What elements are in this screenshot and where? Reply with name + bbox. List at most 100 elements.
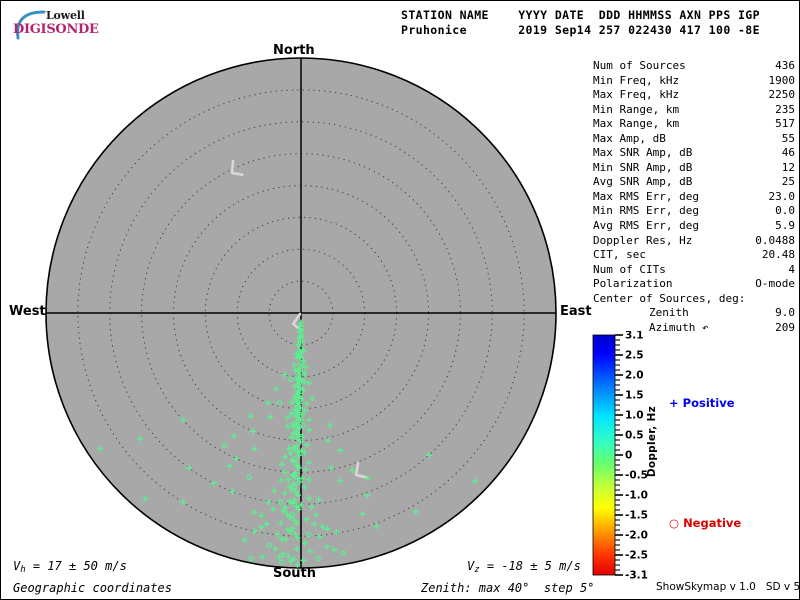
header-value-yyyy: 2019 [518,23,548,37]
source-marker-positive [179,499,186,506]
source-marker-positive [265,399,272,406]
source-marker-positive [291,497,298,504]
source-marker-positive [294,492,301,499]
source-marker-positive [291,383,298,390]
colorbar-tick-label: 1.0 [625,410,644,422]
param-key: Max Freq, kHz [593,88,680,102]
polar-skymap-plot[interactable] [1,41,581,586]
source-marker-positive [298,377,305,384]
source-marker-positive [288,410,295,417]
compass-label-south: South [273,566,317,581]
center-zenith-row: Zenith 9.0 [593,306,795,321]
source-marker-positive [301,484,308,490]
source-marker-positive [298,319,305,326]
colorbar-tick-label: -1.0 [625,490,648,502]
source-marker-positive [293,443,300,450]
source-marker-positive [288,434,295,441]
source-marker-positive [291,361,298,368]
source-marker-positive [364,492,371,499]
source-marker-positive [137,435,144,442]
source-marker-negative [221,442,228,449]
colorbar-tick-label: -2.5 [625,550,648,562]
header-label-ddd: DDD [598,8,621,22]
center-zenith-label: Zenith [649,306,689,320]
source-marker-positive [337,477,344,484]
source-marker-positive [309,395,316,402]
source-marker-positive [305,459,312,466]
source-marker-positive [307,548,314,555]
lowell-digisonde-logo: Lowell DIGISONDE [11,7,111,43]
source-marker-positive [295,374,302,381]
vz-subscript: z [474,565,480,575]
source-marker-positive [276,553,283,560]
source-marker-positive [298,411,305,418]
source-marker-positive [229,488,236,495]
header-value-pps: 100 [708,23,731,37]
source-marker-positive [299,433,306,440]
source-marker-positive [278,461,285,468]
legend-positive-label: Positive [682,396,735,410]
source-marker-positive [299,338,306,345]
source-marker-positive [97,445,104,452]
source-marker-positive [280,550,287,557]
parameter-table: Num of Sources 436 Min Freq, kHz 1900 Max Fr… [593,59,795,335]
source-marker-positive [298,501,305,508]
vz-value: = -18 ± 5 m/s [479,559,581,573]
source-marker-positive [359,511,366,518]
param-value: 46 [781,146,795,160]
source-marker-positive [291,406,298,413]
source-marker-positive [306,476,313,483]
source-marker-positive [282,536,289,543]
param-row: Min SNR Amp, dB 12 [593,161,795,176]
param-key: Doppler Res, Hz [593,233,693,247]
source-marker-positive [284,414,291,421]
source-marker-negative [293,456,299,462]
colorbar-tick-label: 0 [625,450,632,462]
source-marker-positive [296,371,303,378]
source-marker-positive [293,489,299,496]
source-marker-positive [331,546,338,553]
vh-symbol: V [13,559,21,573]
center-zenith-value: 9.0 [775,306,795,320]
source-marker-positive [305,379,312,386]
source-marker-positive [303,400,310,407]
colorbar-tick-label: -1.5 [625,510,648,522]
source-marker-positive [241,537,248,544]
source-points [97,319,479,568]
compass-label-west: West [9,304,46,319]
source-marker-negative [278,499,284,505]
source-marker-positive [211,480,218,487]
param-value: 1900 [768,73,796,87]
param-row: Max Freq, kHz 2250 [593,88,795,103]
source-marker-positive [282,504,289,511]
center-azimuth-value: 209 [775,320,795,334]
source-marker-positive [294,448,301,455]
header-values: Pruhonice 2019 Sep14 257 022430 417 100 … [401,23,760,37]
param-row: Avg RMS Err, deg 5.9 [593,219,795,234]
source-marker-positive [290,555,297,562]
center-of-sources-heading: Center of Sources, deg: [593,291,746,305]
legend-positive-symbol: + [669,396,679,410]
source-marker-positive [289,525,296,532]
source-marker-positive [142,495,149,502]
param-key: Min Freq, kHz [593,73,680,87]
header-value-igp: -8E [737,23,760,37]
source-marker-positive [247,413,254,420]
source-marker-positive [278,477,285,484]
param-row: Max Range, km 517 [593,117,795,132]
param-key: Polarization [593,277,673,291]
param-row: Num of CITs 4 [593,263,795,278]
source-marker-negative [289,511,296,518]
source-marker-positive [303,516,310,523]
param-key: Max RMS Err, deg [593,189,699,203]
source-marker-positive [312,512,319,519]
source-marker-negative [340,550,347,556]
source-marker-positive [286,483,293,490]
source-marker-positive [373,523,380,530]
doppler-colorbar[interactable]: 3.1 2.5 2.0 1.5 1.0 0.5 0 -0.5 -1.0 -1.5 -2.0 -2.5 -… [589,331,669,579]
source-marker-positive [289,471,296,478]
param-key: Max Amp, dB [593,131,666,145]
header-value-date: Sep14 [554,23,592,37]
param-key: Num of Sources [593,59,686,72]
source-marker-positive [294,376,301,383]
